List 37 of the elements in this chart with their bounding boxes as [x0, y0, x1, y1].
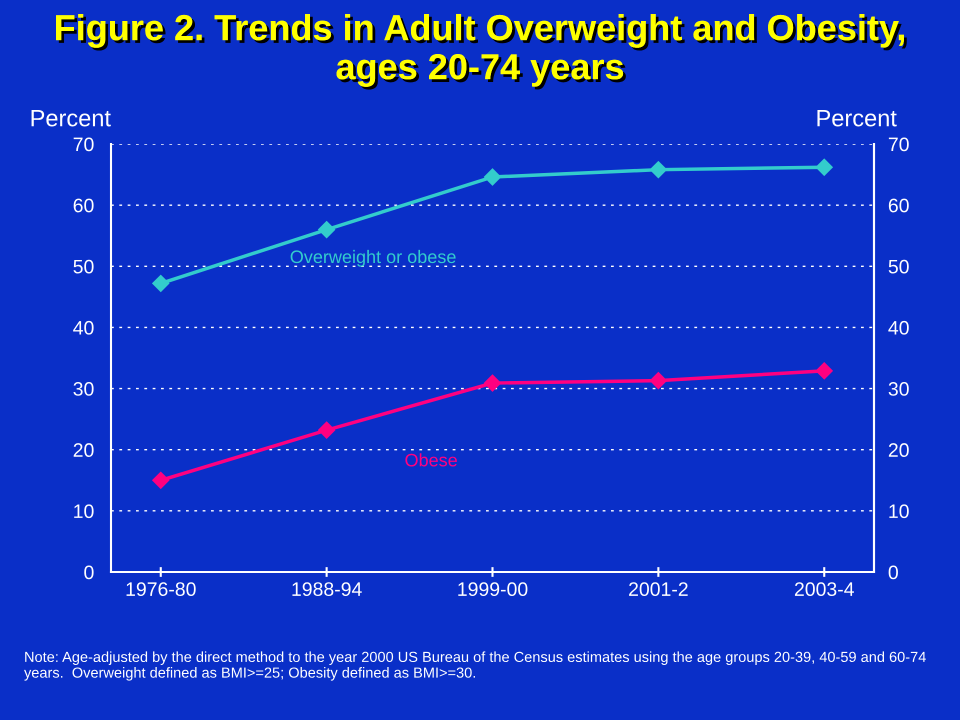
x-tick-label: 1988-94: [292, 582, 362, 596]
x-tick-label: 2003-4: [794, 582, 854, 596]
y-tick-label: 50: [73, 260, 94, 274]
y2-tick-label: 10: [889, 504, 909, 518]
text: Note: Age-adjusted by the direct method to the year 2000 US Bureau of the Census estimates using the age groups 20-39, 40-59 and 60-74 years. Overweight defined as BMI>=25; Obesity defined as BMI>=30.: [24, 651, 926, 681]
y-tick-label: 20: [74, 443, 94, 457]
point: [152, 274, 170, 292]
y2-axis-title: Percent: [817, 110, 897, 126]
point: [650, 161, 667, 178]
point: [650, 372, 667, 390]
point: [484, 168, 502, 186]
chart-title: Figure 2. Trends in Adult Overweight and Obesity, ages 20-74 years: [56, 14, 907, 90]
y-tick-label: 40: [73, 320, 94, 335]
y2-tick-label: 50: [888, 260, 909, 274]
point: [152, 472, 170, 489]
y-tick-label: 60: [74, 198, 94, 212]
y-axis-title: Percent: [32, 110, 111, 126]
y2-tick-label: 20: [888, 443, 909, 457]
x-tick-label: 1976-80: [126, 582, 196, 596]
y2-tick-label: 40: [888, 320, 909, 335]
point: [318, 221, 336, 238]
y2-tick-label: 60: [888, 198, 909, 212]
x-tick-label: 1999-00: [458, 582, 528, 596]
point: [816, 158, 833, 176]
y2-tick-label: 30: [888, 382, 909, 396]
point: [318, 422, 336, 439]
y2-tick-label: 0: [888, 565, 898, 580]
y-tick-label: 10: [74, 504, 94, 518]
y-tick-label: 70: [74, 137, 94, 152]
series-label: Overweight or obese: [290, 250, 456, 267]
x-tick-label: 2001-2: [629, 582, 688, 596]
y-tick-label: 30: [73, 382, 94, 396]
text: Obese: [405, 453, 457, 466]
y2-tick-label: 70: [888, 137, 909, 152]
y-tick-label: 0: [84, 565, 94, 580]
point: [816, 362, 833, 380]
point: [484, 374, 502, 392]
